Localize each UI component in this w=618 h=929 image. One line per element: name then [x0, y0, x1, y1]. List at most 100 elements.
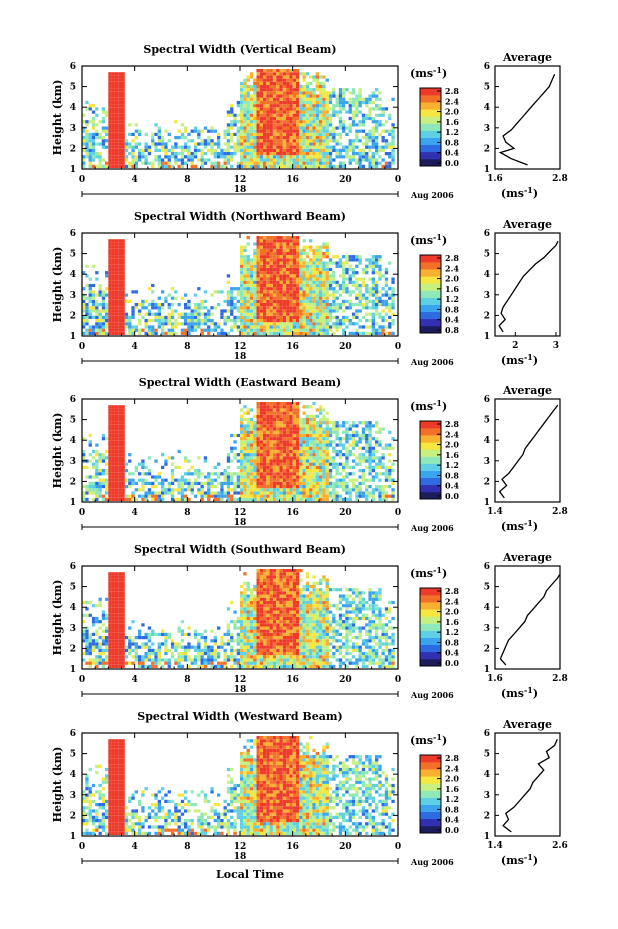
heatmap-cell — [375, 136, 379, 140]
heatmap-cell — [259, 264, 264, 268]
heatmap-cell — [207, 139, 211, 143]
heatmap-cell — [325, 433, 329, 438]
heatmap-cell — [286, 325, 290, 329]
heatmap-cell — [108, 306, 112, 310]
heatmap-cell — [305, 72, 310, 76]
colorbar-segment — [420, 297, 441, 305]
x-tick-label: 8 — [184, 175, 190, 185]
heatmap-cell — [233, 113, 237, 117]
heatmap-cell — [170, 152, 175, 156]
heatmap-cell — [296, 421, 300, 425]
heatmap-cell — [302, 290, 306, 294]
heatmap-cell — [286, 315, 290, 319]
heatmap-cell — [259, 306, 264, 310]
heatmap-cell — [118, 309, 122, 313]
heatmap-cell — [332, 497, 336, 501]
heatmap-cell — [371, 424, 375, 428]
heatmap-cell — [147, 491, 152, 495]
heatmap-cell — [266, 129, 270, 133]
heatmap-cell — [355, 328, 359, 332]
heatmap-cell — [282, 78, 287, 82]
heatmap-cell — [259, 287, 264, 291]
heatmap-cell — [111, 123, 115, 127]
heatmap-cell — [111, 267, 115, 272]
heatmap-cell — [246, 328, 250, 332]
heatmap-cell — [151, 299, 155, 303]
heatmap-cell — [200, 152, 204, 156]
heatmap-cell — [325, 315, 329, 319]
heatmap-cell — [286, 469, 290, 473]
heatmap-cell — [276, 453, 280, 457]
heatmap-cell — [292, 328, 296, 332]
heatmap-cell — [328, 293, 333, 297]
heatmap-cell — [256, 421, 260, 425]
heatmap-cell — [253, 322, 257, 326]
heatmap-cell — [200, 161, 204, 165]
heatmap-cell — [342, 309, 346, 313]
heatmap-cell — [315, 255, 319, 259]
heatmap-cell — [243, 497, 247, 501]
heatmap-cell — [315, 104, 319, 108]
heatmap-cell — [302, 84, 306, 89]
heatmap-cell — [259, 427, 264, 431]
heatmap-cell — [302, 405, 306, 409]
heatmap-cell — [279, 488, 283, 492]
heatmap-cell — [263, 283, 267, 288]
heatmap-cell — [312, 261, 316, 265]
heatmap-cell — [368, 290, 372, 294]
heatmap-cell — [230, 132, 234, 136]
heatmap-cell — [338, 258, 343, 262]
heatmap-cell — [220, 494, 224, 498]
heatmap-cell — [263, 145, 267, 149]
heatmap-cell — [161, 290, 165, 294]
heatmap-cell — [266, 104, 270, 108]
heatmap-cell — [355, 110, 359, 114]
heatmap-cell — [200, 328, 204, 332]
heatmap-cell — [190, 312, 194, 316]
heatmap-cell — [259, 100, 264, 105]
heatmap-cell — [233, 456, 237, 460]
heatmap-cell — [348, 274, 352, 278]
heatmap-cell — [325, 440, 329, 444]
heatmap-cell — [111, 303, 115, 307]
heatmap-cell — [266, 107, 270, 111]
heatmap-cell — [296, 258, 300, 262]
heatmap-cell — [296, 306, 300, 310]
heatmap-cell — [95, 113, 99, 117]
average-x-tick-label: 1.6 — [487, 174, 503, 184]
heatmap-cell — [315, 274, 319, 278]
heatmap-cell — [315, 459, 319, 463]
heatmap-cell — [338, 303, 343, 307]
heatmap-cell — [309, 142, 313, 146]
heatmap-cell — [299, 437, 303, 441]
heatmap-cell — [309, 94, 313, 98]
heatmap-cell — [335, 104, 339, 108]
heatmap-cell — [371, 116, 375, 121]
heatmap-cell — [82, 465, 86, 469]
heatmap-cell — [147, 312, 152, 316]
heatmap-cell — [325, 283, 329, 288]
heatmap-cell — [342, 261, 346, 265]
heatmap-cell — [312, 456, 316, 460]
heatmap-cell — [124, 155, 129, 159]
heatmap-cell — [151, 306, 155, 310]
heatmap-cell — [246, 424, 250, 428]
heatmap-cell — [256, 306, 260, 310]
heatmap-cell — [286, 459, 290, 463]
heatmap-cell — [332, 132, 336, 136]
heatmap-cell — [305, 274, 310, 278]
heatmap-cell — [358, 97, 362, 101]
heatmap-cell — [243, 94, 247, 98]
heatmap-cell — [309, 446, 313, 450]
heatmap-cell — [253, 421, 257, 425]
heatmap-cell — [114, 107, 119, 111]
heatmap-cell — [108, 491, 112, 495]
heatmap-cell — [276, 433, 280, 438]
heatmap-cell — [282, 331, 287, 335]
heatmap-cell — [256, 417, 260, 422]
heatmap-cell — [322, 494, 326, 498]
heatmap-cell — [108, 164, 112, 168]
heatmap-cell — [121, 75, 125, 79]
heatmap-cell — [282, 116, 287, 121]
heatmap-cell — [259, 104, 264, 108]
